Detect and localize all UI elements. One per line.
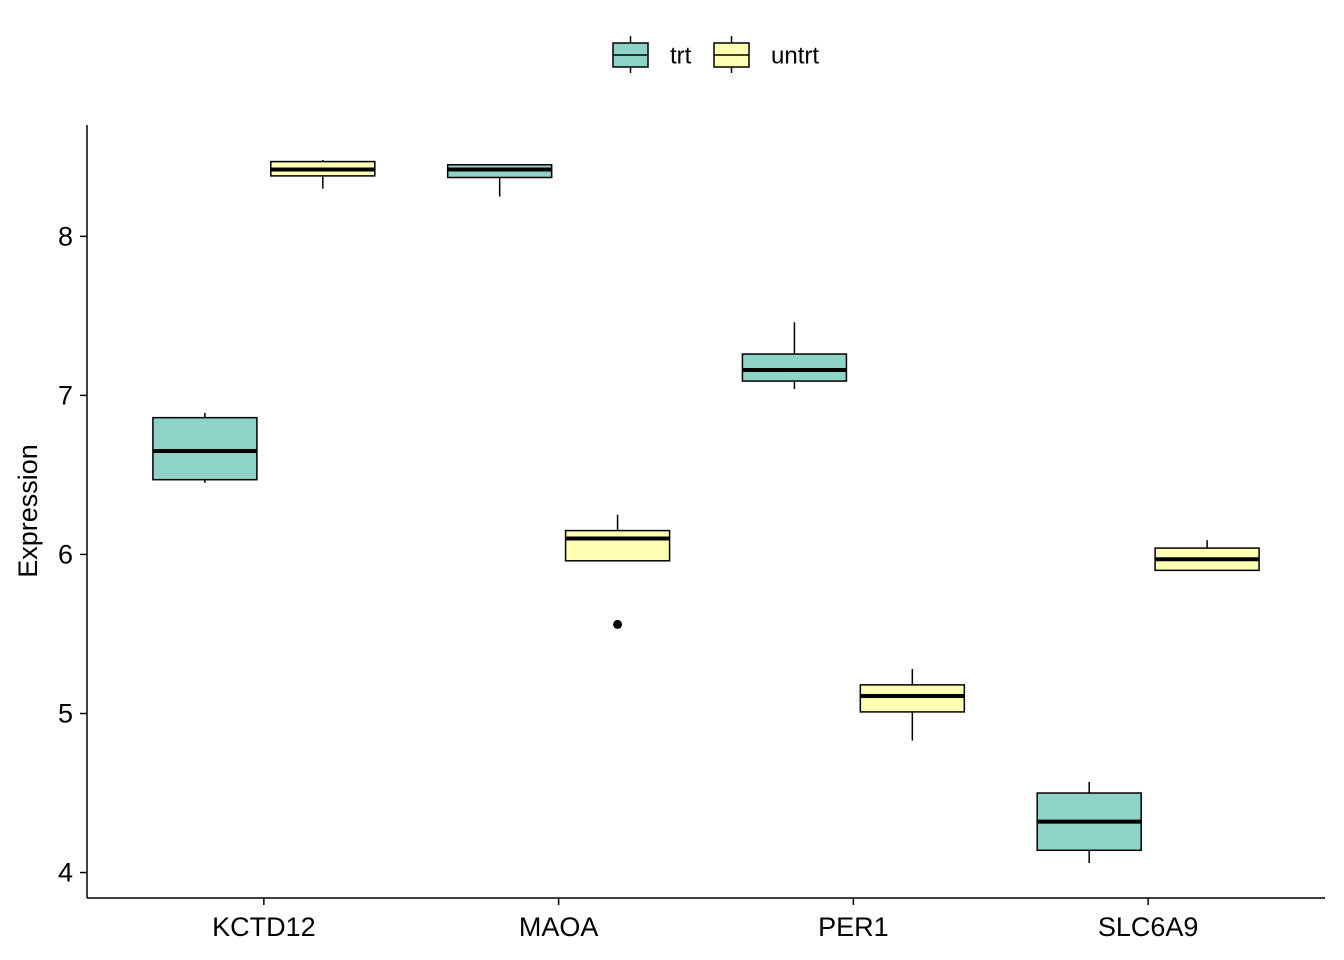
y-tick-label: 7 [58, 381, 73, 411]
legend-label: untrt [771, 42, 819, 69]
x-tick-label: PER1 [818, 912, 889, 942]
y-tick-label: 5 [58, 699, 73, 729]
box [564, 529, 671, 562]
y-axis-label: Expression [13, 444, 43, 578]
box [859, 684, 966, 713]
outlier [613, 619, 623, 629]
x-tick-label: KCTD12 [212, 912, 316, 942]
box [152, 416, 258, 481]
legend-label: trt [670, 42, 692, 69]
y-tick-label: 6 [58, 540, 73, 570]
box [741, 353, 848, 382]
y-tick-label: 4 [58, 858, 73, 888]
x-tick-label: SLC6A9 [1098, 912, 1199, 942]
y-tick-label: 8 [58, 221, 73, 251]
x-tick-label: MAOA [519, 912, 599, 942]
